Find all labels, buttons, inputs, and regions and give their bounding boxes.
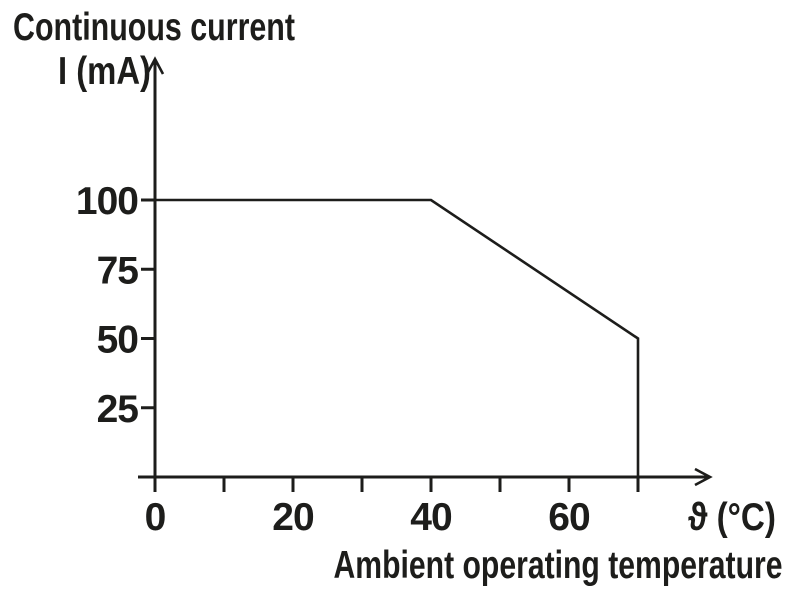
x-tick-label: 20 [272, 496, 314, 539]
x-axis-caption: Ambient operating temperature [334, 544, 783, 587]
y-axis-unit-label: I (mA) [58, 50, 151, 93]
y-tick-label: 25 [97, 388, 139, 431]
derating-curve [155, 198, 640, 477]
y-tick-labels: 100 75 50 25 [76, 180, 139, 431]
x-tick-labels: 0 20 40 60 [145, 496, 591, 539]
x-axis-arrow-icon [694, 467, 713, 487]
y-axis-arrow-icon [145, 56, 165, 75]
curve-continuous-current-derating [155, 198, 640, 477]
y-axis [141, 56, 165, 492]
chart-title: Continuous current [13, 6, 295, 49]
y-tick-label: 100 [76, 180, 138, 223]
x-tick-label: 60 [548, 496, 590, 539]
x-axis [138, 467, 713, 492]
x-tick-label: 0 [145, 496, 166, 539]
x-tick-label: 40 [410, 496, 452, 539]
y-tick-label: 50 [97, 319, 139, 362]
x-axis-unit-label: ϑ (°C) [688, 496, 776, 539]
y-tick-label: 75 [97, 249, 139, 292]
